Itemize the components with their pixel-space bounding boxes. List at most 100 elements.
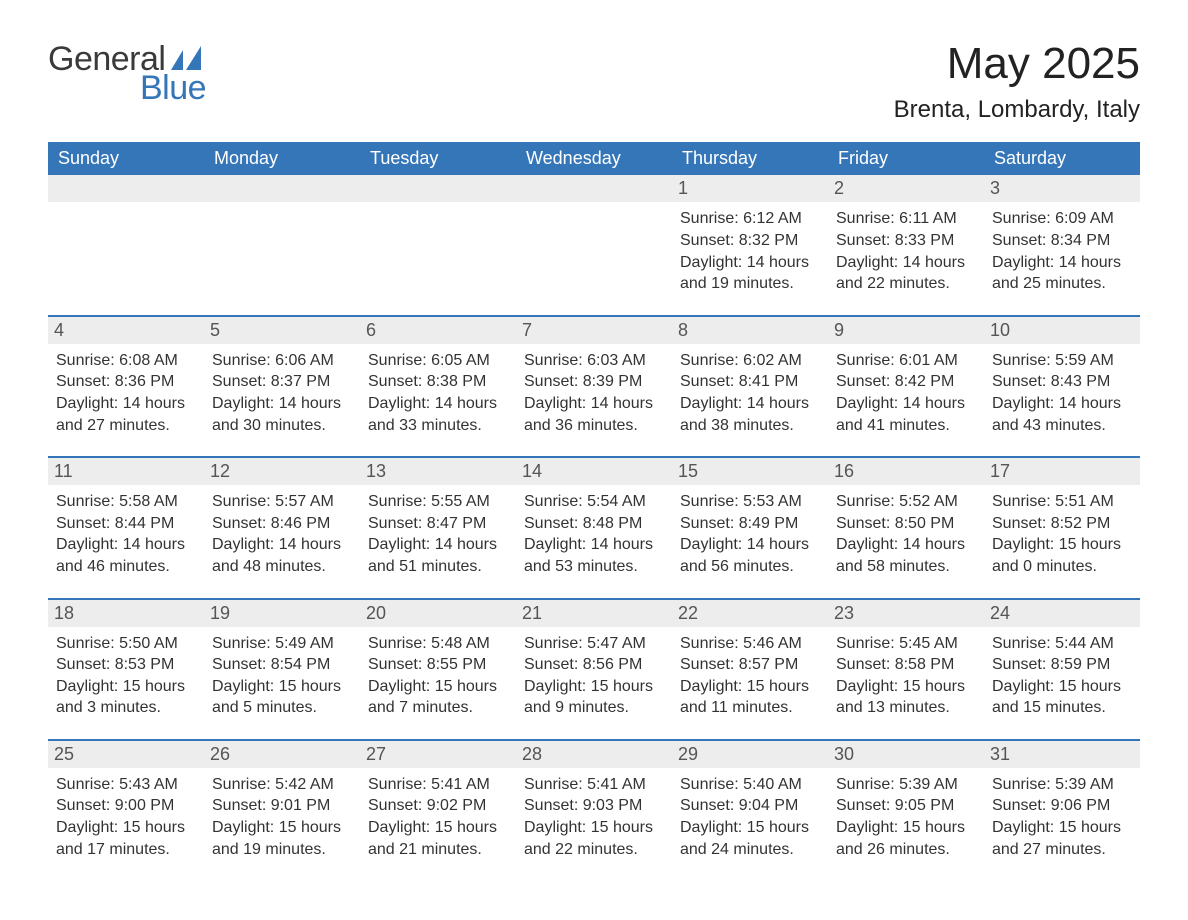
sunset-line: Sunset: 8:57 PM [680,654,820,676]
sunrise-line: Sunrise: 6:03 AM [524,350,664,372]
daylight-line: Daylight: 15 hours and 21 minutes. [368,817,508,860]
day-info: Sunrise: 5:40 AMSunset: 9:04 PMDaylight:… [680,774,820,860]
calendar-cell: 18 Sunrise: 5:50 AMSunset: 8:53 PMDayligh… [48,600,204,739]
daylight-line: Daylight: 14 hours and 22 minutes. [836,252,976,295]
calendar-header-cell: Tuesday [360,142,516,175]
sunrise-line: Sunrise: 6:11 AM [836,208,976,230]
sunrise-line: Sunrise: 5:50 AM [56,633,196,655]
day-number: 16 [828,458,984,485]
calendar-cell [360,175,516,314]
day-info: Sunrise: 5:54 AMSunset: 8:48 PMDaylight:… [524,491,664,577]
sunrise-line: Sunrise: 5:41 AM [368,774,508,796]
day-info: Sunrise: 5:53 AMSunset: 8:49 PMDaylight:… [680,491,820,577]
calendar-header-row: SundayMondayTuesdayWednesdayThursdayFrid… [48,142,1140,175]
day-number: 8 [672,317,828,344]
day-info: Sunrise: 5:55 AMSunset: 8:47 PMDaylight:… [368,491,508,577]
sunset-line: Sunset: 8:59 PM [992,654,1132,676]
day-number: 7 [516,317,672,344]
sunset-line: Sunset: 8:42 PM [836,371,976,393]
sunrise-line: Sunrise: 6:09 AM [992,208,1132,230]
calendar: SundayMondayTuesdayWednesdayThursdayFrid… [48,142,1140,880]
sunrise-line: Sunrise: 5:55 AM [368,491,508,513]
daylight-line: Daylight: 14 hours and 53 minutes. [524,534,664,577]
day-number: 22 [672,600,828,627]
day-number: 3 [984,175,1140,202]
sunset-line: Sunset: 8:55 PM [368,654,508,676]
day-number: 19 [204,600,360,627]
day-info: Sunrise: 6:02 AMSunset: 8:41 PMDaylight:… [680,350,820,436]
calendar-cell: 20Sunrise: 5:48 AMSunset: 8:55 PMDayligh… [360,600,516,739]
sunset-line: Sunset: 9:04 PM [680,795,820,817]
daylight-line: Daylight: 14 hours and 25 minutes. [992,252,1132,295]
day-info: Sunrise: 5:42 AMSunset: 9:01 PMDaylight:… [212,774,352,860]
sunrise-line: Sunrise: 5:48 AM [368,633,508,655]
sunrise-line: Sunrise: 5:54 AM [524,491,664,513]
daylight-line: Daylight: 15 hours and 15 minutes. [992,676,1132,719]
sunset-line: Sunset: 8:49 PM [680,513,820,535]
calendar-cell: 10Sunrise: 5:59 AMSunset: 8:43 PMDayligh… [984,317,1140,456]
daylight-line: Daylight: 15 hours and 17 minutes. [56,817,196,860]
calendar-cell: 30Sunrise: 5:39 AMSunset: 9:05 PMDayligh… [828,741,984,880]
calendar-cell: 16 Sunrise: 5:52 AMSunset: 8:50 PMDayligh… [828,458,984,597]
calendar-cell: 7Sunrise: 6:03 AMSunset: 8:39 PMDaylight… [516,317,672,456]
sunset-line: Sunset: 8:43 PM [992,371,1132,393]
daylight-line: Daylight: 14 hours and 19 minutes. [680,252,820,295]
day-number: 10 [984,317,1140,344]
day-number [204,175,360,202]
day-info: Sunrise: 5:51 AMSunset: 8:52 PMDaylight:… [992,491,1132,577]
sunset-line: Sunset: 8:33 PM [836,230,976,252]
sunrise-line: Sunrise: 6:12 AM [680,208,820,230]
daylight-line: Daylight: 14 hours and 58 minutes. [836,534,976,577]
sunrise-line: Sunrise: 6:01 AM [836,350,976,372]
day-info: Sunrise: 5:52 AMSunset: 8:50 PMDaylight:… [836,491,976,577]
day-number: 17 [984,458,1140,485]
calendar-cell: 1Sunrise: 6:12 AMSunset: 8:32 PMDaylight… [672,175,828,314]
calendar-week: 11Sunrise: 5:58 AMSunset: 8:44 PMDayligh… [48,456,1140,597]
calendar-header-cell: Monday [204,142,360,175]
day-info: Sunrise: 5:48 AMSunset: 8:55 PMDaylight:… [368,633,508,719]
day-number: 5 [204,317,360,344]
sunrise-line: Sunrise: 5:53 AM [680,491,820,513]
calendar-cell: 23Sunrise: 5:45 AMSunset: 8:58 PMDayligh… [828,600,984,739]
title-block: May 2025 Brenta, Lombardy, Italy [894,40,1140,124]
day-number [360,175,516,202]
sunrise-line: Sunrise: 5:58 AM [56,491,196,513]
calendar-cell: 19Sunrise: 5:49 AMSunset: 8:54 PMDayligh… [204,600,360,739]
sunset-line: Sunset: 8:56 PM [524,654,664,676]
daylight-line: Daylight: 14 hours and 30 minutes. [212,393,352,436]
day-number: 24 [984,600,1140,627]
calendar-cell: 24Sunrise: 5:44 AMSunset: 8:59 PMDayligh… [984,600,1140,739]
day-number: 25 [48,741,204,768]
sunset-line: Sunset: 8:39 PM [524,371,664,393]
calendar-cell: 6Sunrise: 6:05 AMSunset: 8:38 PMDaylight… [360,317,516,456]
sunrise-line: Sunrise: 5:41 AM [524,774,664,796]
day-info: Sunrise: 5:50 AMSunset: 8:53 PMDaylight:… [56,633,196,719]
day-number: 29 [672,741,828,768]
day-info: Sunrise: 5:41 AMSunset: 9:02 PMDaylight:… [368,774,508,860]
daylight-line: Daylight: 15 hours and 0 minutes. [992,534,1132,577]
calendar-cell: 27Sunrise: 5:41 AMSunset: 9:02 PMDayligh… [360,741,516,880]
day-info: Sunrise: 6:01 AMSunset: 8:42 PMDaylight:… [836,350,976,436]
calendar-cell: 5Sunrise: 6:06 AMSunset: 8:37 PMDaylight… [204,317,360,456]
day-info: Sunrise: 6:05 AMSunset: 8:38 PMDaylight:… [368,350,508,436]
calendar-week: 18 Sunrise: 5:50 AMSunset: 8:53 PMDayligh… [48,598,1140,739]
daylight-line: Daylight: 14 hours and 51 minutes. [368,534,508,577]
daylight-line: Daylight: 15 hours and 11 minutes. [680,676,820,719]
daylight-line: Daylight: 15 hours and 26 minutes. [836,817,976,860]
sunrise-line: Sunrise: 6:06 AM [212,350,352,372]
day-number: 18 [48,600,204,627]
sunset-line: Sunset: 9:05 PM [836,795,976,817]
calendar-week: 4Sunrise: 6:08 AMSunset: 8:36 PMDaylight… [48,315,1140,456]
sunset-line: Sunset: 9:00 PM [56,795,196,817]
calendar-header-cell: Friday [828,142,984,175]
day-number [48,175,204,202]
daylight-line: Daylight: 15 hours and 13 minutes. [836,676,976,719]
day-info: Sunrise: 5:45 AMSunset: 8:58 PMDaylight:… [836,633,976,719]
sunrise-line: Sunrise: 5:39 AM [836,774,976,796]
sunset-line: Sunset: 9:02 PM [368,795,508,817]
daylight-line: Daylight: 15 hours and 7 minutes. [368,676,508,719]
calendar-cell: 8 Sunrise: 6:02 AMSunset: 8:41 PMDaylight… [672,317,828,456]
daylight-line: Daylight: 14 hours and 41 minutes. [836,393,976,436]
day-number: 31 [984,741,1140,768]
day-number: 21 [516,600,672,627]
